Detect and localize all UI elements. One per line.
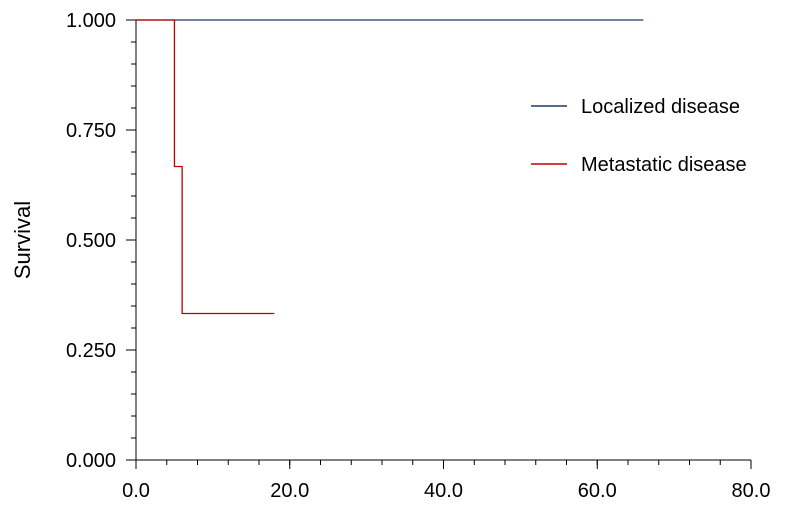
y-tick-label: 1.000 xyxy=(66,10,116,32)
legend-label: Localized disease xyxy=(581,96,740,118)
series xyxy=(136,19,644,315)
x-tick-label: 40.0 xyxy=(424,480,463,502)
legend-label: Metastatic disease xyxy=(581,154,747,176)
x-tick-label: 20.0 xyxy=(270,480,309,502)
series-line-metastatic xyxy=(136,19,275,315)
x-tick-label: 80.0 xyxy=(732,480,771,502)
x-tick-label: 0.0 xyxy=(122,480,150,502)
y-tick-label: 0.750 xyxy=(66,120,116,142)
ticks: 0.0 20.0 40.0 60.0 80.0 0.000 0.250 0.500 0.750 1… xyxy=(66,10,771,502)
y-tick-label: 0.250 xyxy=(66,340,116,362)
y-axis-title: Survival xyxy=(10,201,35,279)
x-tick-label: 60.0 xyxy=(578,480,617,502)
axes xyxy=(135,20,751,461)
legend: Localized disease Metastatic disease xyxy=(531,96,747,176)
y-tick-label: 0.500 xyxy=(66,230,116,252)
y-tick-label: 0.000 xyxy=(66,450,116,472)
